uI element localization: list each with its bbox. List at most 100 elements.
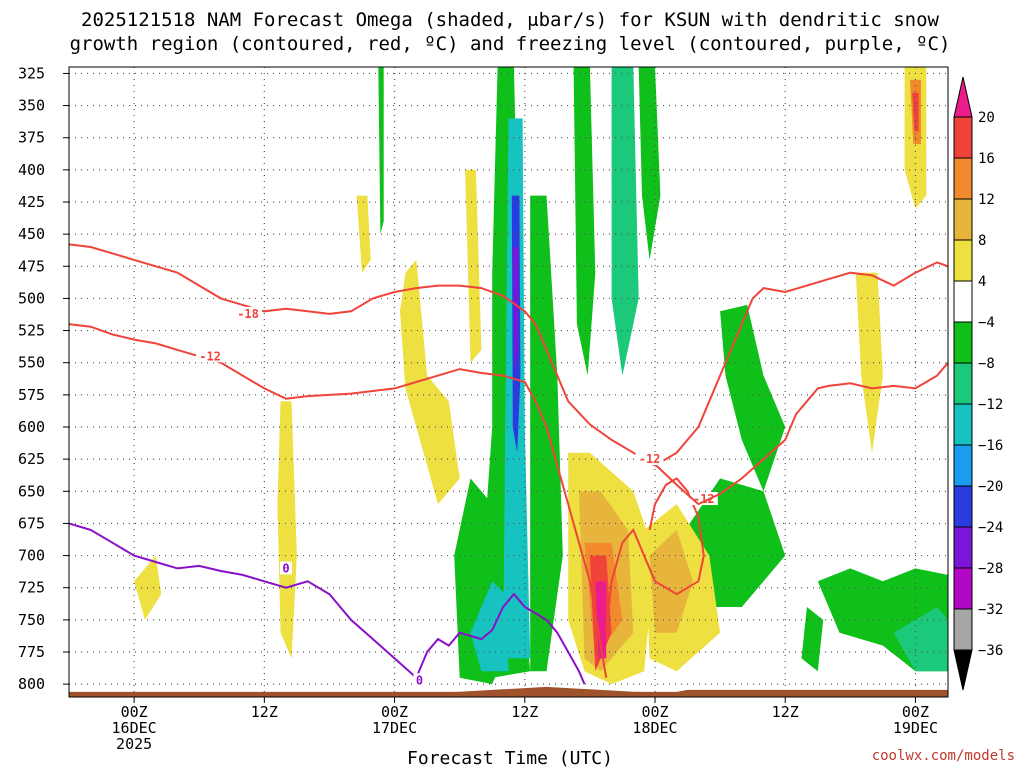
x-tick-label-72-line1: 00Z bbox=[902, 703, 929, 721]
dgz-contour-line-3 bbox=[648, 362, 949, 506]
y-tick-label-575: 575 bbox=[18, 386, 45, 404]
dgz-contour-label-1: -12 bbox=[199, 349, 221, 363]
omega-region-rising-t34-low bbox=[470, 581, 509, 672]
x-tick-label-48-line2: 18DEC bbox=[632, 719, 677, 737]
chart-title-line1: 2025121518 NAM Forecast Omega (shaded, μ… bbox=[81, 9, 939, 31]
y-tick-label-325: 325 bbox=[18, 64, 45, 82]
dgz-contour-label-bg-3 bbox=[635, 452, 664, 466]
colorbar-label-7: −12 bbox=[978, 397, 1003, 413]
colorbar-bin-8 bbox=[953, 403, 973, 446]
omega-region-rising-t22 bbox=[378, 67, 384, 235]
x-tick-label-72-line2: 19DEC bbox=[893, 719, 938, 737]
dgz-contour-label-2: -12 bbox=[693, 492, 715, 506]
y-tick-label-750: 750 bbox=[18, 611, 45, 629]
terrain-fill bbox=[69, 686, 948, 697]
colorbar-bin-2 bbox=[953, 157, 973, 200]
dgz-contours: -18 -12 -12 -12 bbox=[68, 243, 949, 678]
colorbar-bin-11 bbox=[953, 526, 973, 569]
y-tick-label-475: 475 bbox=[18, 257, 45, 275]
y-tick-label-650: 650 bbox=[18, 482, 45, 500]
colorbar-bin-12 bbox=[953, 567, 973, 610]
x-tick-label-48-line1: 00Z bbox=[641, 703, 668, 721]
colorbar-label-2: 12 bbox=[978, 192, 995, 208]
colorbar-bin-7 bbox=[953, 362, 973, 405]
y-tick-label-625: 625 bbox=[18, 450, 45, 468]
colorbar-top-arrow bbox=[953, 76, 973, 118]
omega-region-rising-t72-low bbox=[893, 607, 948, 672]
x-tick-label-0-line1: 00Z bbox=[121, 703, 148, 721]
y-axis: 325 350 375 400 425 450 475 500 525 550 575 600 625 6… bbox=[18, 64, 69, 693]
y-tick-label-350: 350 bbox=[18, 97, 45, 115]
dgz-contour-label-3: -12 bbox=[639, 452, 661, 466]
colorbar-label-4: 4 bbox=[978, 274, 986, 290]
omega-region-rising-band-t35-peak bbox=[512, 247, 519, 376]
colorbar-label-0: 20 bbox=[978, 110, 995, 126]
colorbar-label-6: −8 bbox=[978, 356, 995, 372]
terrain bbox=[69, 686, 948, 697]
omega-region-rising-t44 bbox=[611, 67, 639, 376]
dgz-contour-line-0 bbox=[68, 243, 949, 467]
freezing-contour-label-bg-1 bbox=[413, 673, 426, 687]
y-tick-label-600: 600 bbox=[18, 418, 45, 436]
freezing-contour-label-bg-0 bbox=[280, 561, 293, 575]
omega-region-sinking-t26 bbox=[400, 259, 460, 505]
y-tick-label-500: 500 bbox=[18, 289, 45, 307]
colorbar-bin-10 bbox=[953, 485, 973, 528]
y-tick-label-400: 400 bbox=[18, 161, 45, 179]
chart-title-line2: growth region (contoured, red, ºC) and f… bbox=[70, 33, 951, 55]
x-tick-label-12-line1: 12Z bbox=[251, 703, 278, 721]
colorbar: 20 16 12 8 4 −4 −8 −12 −16 −20 −24 −28 −32 −36 bbox=[953, 76, 1003, 691]
y-tick-label-700: 700 bbox=[18, 547, 45, 565]
dgz-contour-label-bg-0 bbox=[234, 306, 263, 320]
colorbar-label-12: −32 bbox=[978, 602, 1003, 618]
x-tick-label-24-line1: 00Z bbox=[381, 703, 408, 721]
x-tick-label-60-line1: 12Z bbox=[772, 703, 799, 721]
y-tick-label-725: 725 bbox=[18, 579, 45, 597]
omega-region-sinking-t31 bbox=[465, 169, 482, 363]
colorbar-bin-9 bbox=[953, 444, 973, 487]
y-tick-label-675: 675 bbox=[18, 514, 45, 532]
x-tick-label-24-line2: 17DEC bbox=[372, 719, 417, 737]
colorbar-label-1: 16 bbox=[978, 151, 995, 167]
omega-region-sinking-t72-top-core bbox=[912, 92, 919, 132]
colorbar-label-13: −36 bbox=[978, 643, 1003, 659]
freezing-contour-label-0: 0 bbox=[282, 561, 289, 575]
dgz-contour-line-2 bbox=[605, 477, 705, 633]
colorbar-bin-1 bbox=[953, 116, 973, 159]
dgz-contour-label-bg-1 bbox=[196, 349, 225, 363]
colorbar-bin-4 bbox=[953, 239, 973, 282]
gridlines bbox=[69, 67, 948, 697]
colorbar-label-8: −16 bbox=[978, 438, 1003, 454]
y-tick-label-775: 775 bbox=[18, 643, 45, 661]
colorbar-bin-13 bbox=[953, 608, 973, 651]
y-tick-label-450: 450 bbox=[18, 225, 45, 243]
dgz-contour-line-1 bbox=[68, 323, 608, 678]
omega-region-rising-t55 bbox=[720, 304, 786, 492]
y-tick-label-425: 425 bbox=[18, 193, 45, 211]
omega-region-rising-t61 bbox=[801, 607, 824, 672]
freezing-contour-label-1: 0 bbox=[416, 673, 423, 687]
colorbar-bottom-arrow bbox=[953, 649, 973, 691]
omega-region-sinking-t48-mid bbox=[649, 529, 693, 633]
y-tick-label-550: 550 bbox=[18, 354, 45, 372]
freezing-contours: 00 bbox=[68, 522, 586, 687]
x-tick-label-0-line3: 2025 bbox=[116, 735, 152, 753]
credit-text: coolwx.com/models bbox=[872, 748, 1015, 764]
freezing-contour-line-0 bbox=[68, 522, 586, 685]
omega-shading bbox=[134, 67, 948, 685]
x-tick-label-36-line1: 12Z bbox=[511, 703, 538, 721]
omega-region-sinking-t42-peak bbox=[595, 581, 607, 659]
x-axis-label: Forecast Time (UTC) bbox=[407, 748, 613, 768]
y-tick-label-375: 375 bbox=[18, 129, 45, 147]
x-tick-label-0-line2: 16DEC bbox=[112, 719, 157, 737]
colorbar-bin-6 bbox=[953, 321, 973, 364]
colorbar-label-10: −24 bbox=[978, 520, 1003, 536]
y-tick-label-525: 525 bbox=[18, 322, 45, 340]
omega-region-sinking-t13 bbox=[277, 401, 297, 659]
colorbar-label-5: −4 bbox=[978, 315, 995, 331]
dgz-contour-label-0: -18 bbox=[237, 307, 259, 321]
omega-region-sinking-t67 bbox=[855, 272, 883, 453]
colorbar-bin-5 bbox=[953, 280, 973, 323]
